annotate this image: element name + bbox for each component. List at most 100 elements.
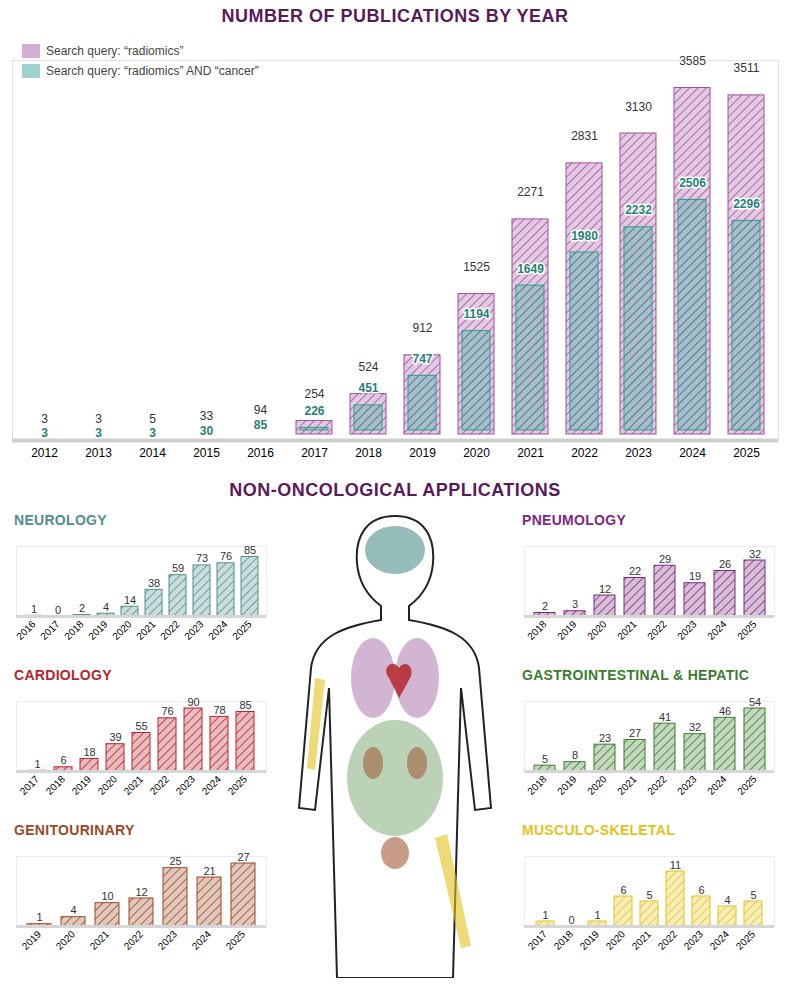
- svg-text:2025: 2025: [733, 446, 760, 460]
- svg-text:2025: 2025: [735, 773, 759, 797]
- svg-text:2017: 2017: [38, 618, 62, 642]
- svg-text:27: 27: [629, 727, 641, 739]
- svg-text:2022: 2022: [158, 618, 182, 642]
- svg-text:2022: 2022: [148, 773, 172, 797]
- svg-text:2024: 2024: [705, 773, 729, 797]
- svg-text:27: 27: [237, 851, 249, 863]
- svg-text:226: 226: [304, 404, 324, 418]
- svg-text:2022: 2022: [656, 928, 680, 952]
- svg-text:73: 73: [196, 552, 208, 564]
- svg-text:2019: 2019: [86, 618, 110, 642]
- svg-text:2018: 2018: [552, 928, 576, 952]
- svg-text:3: 3: [41, 412, 48, 426]
- svg-text:33: 33: [200, 409, 214, 423]
- svg-text:4: 4: [724, 894, 730, 906]
- svg-text:2025: 2025: [224, 928, 248, 952]
- svg-text:12: 12: [135, 886, 147, 898]
- svg-text:2296: 2296: [733, 197, 760, 211]
- svg-text:41: 41: [659, 711, 671, 723]
- svg-text:19: 19: [689, 570, 701, 582]
- svg-text:10: 10: [101, 890, 113, 902]
- svg-text:2019: 2019: [409, 446, 436, 460]
- svg-text:2021: 2021: [615, 618, 639, 642]
- svg-text:747: 747: [412, 352, 432, 366]
- svg-text:2023: 2023: [182, 618, 206, 642]
- svg-text:2019: 2019: [70, 773, 94, 797]
- svg-text:0: 0: [55, 604, 61, 616]
- svg-text:2831: 2831: [571, 129, 598, 143]
- svg-text:8: 8: [572, 749, 578, 761]
- svg-text:76: 76: [220, 550, 232, 562]
- svg-text:3: 3: [95, 412, 102, 426]
- svg-text:1980: 1980: [571, 229, 598, 243]
- svg-text:2271: 2271: [517, 185, 544, 199]
- svg-text:78: 78: [213, 704, 225, 716]
- svg-text:54: 54: [749, 696, 761, 708]
- svg-text:32: 32: [689, 721, 701, 733]
- svg-text:2020: 2020: [54, 928, 78, 952]
- svg-text:2021: 2021: [517, 446, 544, 460]
- svg-text:4: 4: [70, 904, 76, 916]
- svg-text:1: 1: [34, 758, 40, 770]
- svg-text:23: 23: [599, 732, 611, 744]
- svg-text:2019: 2019: [555, 773, 579, 797]
- svg-text:1194: 1194: [463, 307, 489, 321]
- svg-text:2017: 2017: [526, 928, 550, 952]
- svg-text:2: 2: [542, 600, 548, 612]
- svg-text:29: 29: [659, 553, 671, 565]
- svg-text:1: 1: [594, 909, 600, 921]
- svg-text:2016: 2016: [14, 618, 38, 642]
- svg-text:2232: 2232: [625, 203, 652, 217]
- svg-text:85: 85: [244, 544, 256, 556]
- svg-text:254: 254: [304, 387, 324, 401]
- svg-text:3130: 3130: [625, 100, 652, 114]
- svg-text:2024: 2024: [679, 446, 706, 460]
- svg-text:22: 22: [629, 565, 641, 577]
- svg-text:6: 6: [60, 754, 66, 766]
- svg-text:2018: 2018: [525, 773, 549, 797]
- svg-text:2020: 2020: [96, 773, 120, 797]
- svg-text:2019: 2019: [20, 928, 44, 952]
- svg-text:30: 30: [200, 424, 214, 438]
- svg-text:2015: 2015: [193, 446, 220, 460]
- svg-text:39: 39: [109, 731, 121, 743]
- svg-text:3: 3: [149, 426, 156, 440]
- svg-text:2020: 2020: [585, 618, 609, 642]
- svg-text:25: 25: [169, 855, 181, 867]
- svg-text:6: 6: [698, 884, 704, 896]
- svg-text:5: 5: [646, 889, 652, 901]
- svg-text:26: 26: [719, 558, 731, 570]
- svg-text:21: 21: [203, 865, 215, 877]
- svg-text:2020: 2020: [110, 618, 134, 642]
- svg-text:2023: 2023: [174, 773, 198, 797]
- svg-text:2025: 2025: [226, 773, 250, 797]
- svg-text:32: 32: [749, 548, 761, 560]
- svg-text:85: 85: [254, 418, 268, 432]
- svg-text:85: 85: [239, 699, 251, 711]
- svg-text:5: 5: [149, 412, 156, 426]
- svg-text:2021: 2021: [615, 773, 639, 797]
- svg-text:94: 94: [254, 403, 268, 417]
- svg-text:6: 6: [620, 884, 626, 896]
- svg-text:12: 12: [599, 583, 611, 595]
- svg-text:3: 3: [95, 426, 102, 440]
- svg-text:5: 5: [542, 753, 548, 765]
- svg-text:2024: 2024: [200, 773, 224, 797]
- svg-text:1: 1: [542, 909, 548, 921]
- svg-text:912: 912: [412, 321, 432, 335]
- svg-text:2: 2: [79, 602, 85, 614]
- svg-text:2024: 2024: [190, 928, 214, 952]
- svg-text:4: 4: [103, 601, 109, 613]
- svg-text:2012: 2012: [31, 446, 58, 460]
- svg-text:2023: 2023: [156, 928, 180, 952]
- svg-text:2023: 2023: [675, 773, 699, 797]
- svg-text:1649: 1649: [517, 262, 544, 276]
- svg-text:2014: 2014: [139, 446, 166, 460]
- svg-text:2506: 2506: [679, 176, 706, 190]
- svg-text:2016: 2016: [247, 446, 274, 460]
- svg-text:2022: 2022: [571, 446, 598, 460]
- svg-text:18: 18: [83, 746, 95, 758]
- svg-text:2023: 2023: [625, 446, 652, 460]
- svg-text:2022: 2022: [122, 928, 146, 952]
- svg-text:2018: 2018: [355, 446, 382, 460]
